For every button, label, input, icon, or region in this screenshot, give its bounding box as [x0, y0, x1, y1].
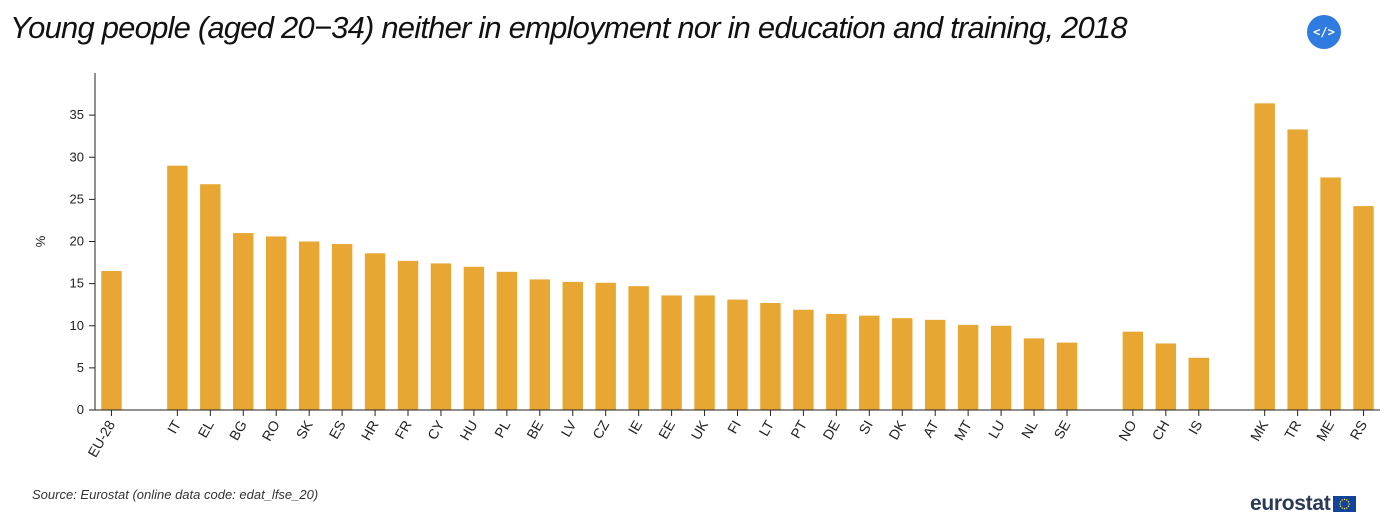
y-tick-label: 5: [77, 360, 84, 375]
x-tick-label: BE: [523, 418, 546, 442]
x-tick-label: UK: [688, 417, 712, 442]
x-tick-label: ES: [326, 418, 349, 442]
bar-el[interactable]: [200, 184, 221, 410]
x-tick-label: MT: [951, 417, 975, 443]
source-note: Source: Eurostat (online data code: edat…: [32, 487, 319, 502]
y-tick-label: 15: [70, 276, 84, 291]
bar-tr[interactable]: [1287, 129, 1308, 410]
x-tick-label: ME: [1313, 418, 1337, 444]
x-tick-label: CY: [424, 417, 448, 442]
bar-ee[interactable]: [661, 295, 682, 410]
y-axis-label: %: [33, 235, 48, 247]
x-tick-label: AT: [920, 417, 943, 440]
x-tick-label: DK: [885, 417, 909, 442]
bar-eu-28[interactable]: [101, 270, 122, 410]
bar-hr[interactable]: [364, 253, 386, 410]
x-tick-label: TR: [1281, 418, 1304, 442]
x-tick-label: HR: [358, 418, 382, 444]
x-tick-label: LV: [557, 417, 579, 440]
bar-dk[interactable]: [892, 318, 913, 410]
bar-lt[interactable]: [760, 303, 781, 410]
x-tick-label: EE: [655, 418, 678, 442]
bar-mt[interactable]: [957, 324, 979, 410]
x-tick-label: BG: [226, 418, 250, 444]
x-tick-label: SE: [1050, 418, 1073, 442]
bar-cz[interactable]: [595, 282, 616, 410]
y-tick-label: 0: [77, 402, 84, 417]
x-tick-label: IE: [625, 418, 645, 437]
bar-es[interactable]: [331, 244, 353, 410]
x-tick-label: FR: [391, 418, 414, 442]
x-tick-label: FI: [724, 418, 744, 437]
bar-it[interactable]: [167, 165, 188, 410]
bar-lv[interactable]: [562, 281, 583, 410]
bar-pl[interactable]: [496, 271, 518, 410]
y-tick-label: 20: [70, 234, 84, 249]
y-tick-label: 10: [70, 318, 84, 333]
x-tick-label: PT: [787, 417, 810, 441]
bar-at[interactable]: [924, 319, 946, 410]
bar-sk[interactable]: [298, 241, 320, 411]
x-tick-label: SK: [293, 417, 317, 442]
bar-is[interactable]: [1188, 357, 1209, 410]
y-axis: 0 5 10 15 20 25 30 35: [70, 73, 96, 417]
y-tick-label: 25: [70, 191, 84, 206]
bar-mk[interactable]: [1254, 103, 1275, 410]
bar-fi[interactable]: [727, 299, 748, 410]
bar-hu[interactable]: [463, 266, 485, 410]
x-tick-label: PL: [491, 417, 514, 440]
bars: [101, 103, 1374, 411]
bar-se[interactable]: [1056, 342, 1078, 410]
bar-ro[interactable]: [266, 236, 287, 410]
x-tick-label: EU-28: [84, 417, 118, 460]
logo-text: eurostat: [1250, 492, 1331, 515]
x-tick-label: EL: [194, 417, 217, 440]
bar-no[interactable]: [1122, 331, 1144, 410]
x-tick-label: LT: [756, 417, 778, 439]
x-tick-label: CZ: [589, 417, 612, 442]
bar-chart: 0 5 10 15 20 25 30 35 EU-28 IT EL BG RO SK ES HR FR CY HU…: [33, 73, 1380, 460]
x-tick-label: NL: [1018, 417, 1041, 441]
x-tick-label: IT: [164, 417, 184, 436]
x-tick-label: SI: [855, 418, 875, 437]
bar-bg[interactable]: [233, 233, 254, 410]
bar-rs[interactable]: [1353, 206, 1374, 410]
bar-fr[interactable]: [397, 260, 419, 410]
chart-title: Young people (aged 20−34) neither in emp…: [10, 10, 1128, 45]
bar-pt[interactable]: [793, 309, 814, 410]
y-tick-label: 35: [70, 107, 84, 122]
bar-si[interactable]: [859, 315, 880, 410]
x-tick-label: CH: [1148, 418, 1172, 444]
bar-ch[interactable]: [1155, 343, 1177, 410]
eurostat-logo: eurostat: [1250, 492, 1357, 516]
x-tick-label: MK: [1247, 417, 1272, 444]
bar-be[interactable]: [529, 279, 551, 410]
bar-cy[interactable]: [430, 263, 452, 410]
x-axis: EU-28 IT EL BG RO SK ES HR FR CY HU PL BE LV CZ IE EE UK F…: [84, 409, 1380, 460]
bar-nl[interactable]: [1023, 338, 1045, 410]
bar-lu[interactable]: [990, 325, 1012, 410]
bar-uk[interactable]: [694, 295, 715, 410]
bar-de[interactable]: [826, 313, 847, 410]
y-tick-label: 30: [70, 149, 84, 164]
x-tick-label: RO: [258, 417, 282, 443]
x-tick-label: NO: [1115, 417, 1139, 443]
x-tick-label: DE: [819, 418, 843, 443]
x-tick-label: HU: [457, 418, 481, 444]
x-tick-label: LU: [985, 418, 1008, 442]
bar-me[interactable]: [1320, 177, 1341, 410]
eu-flag-icon: [1333, 496, 1357, 512]
bar-ie[interactable]: [628, 286, 649, 410]
x-tick-label: IS: [1185, 418, 1205, 437]
x-tick-label: RS: [1347, 418, 1371, 443]
embed-code-button[interactable]: </>: [1307, 15, 1341, 49]
